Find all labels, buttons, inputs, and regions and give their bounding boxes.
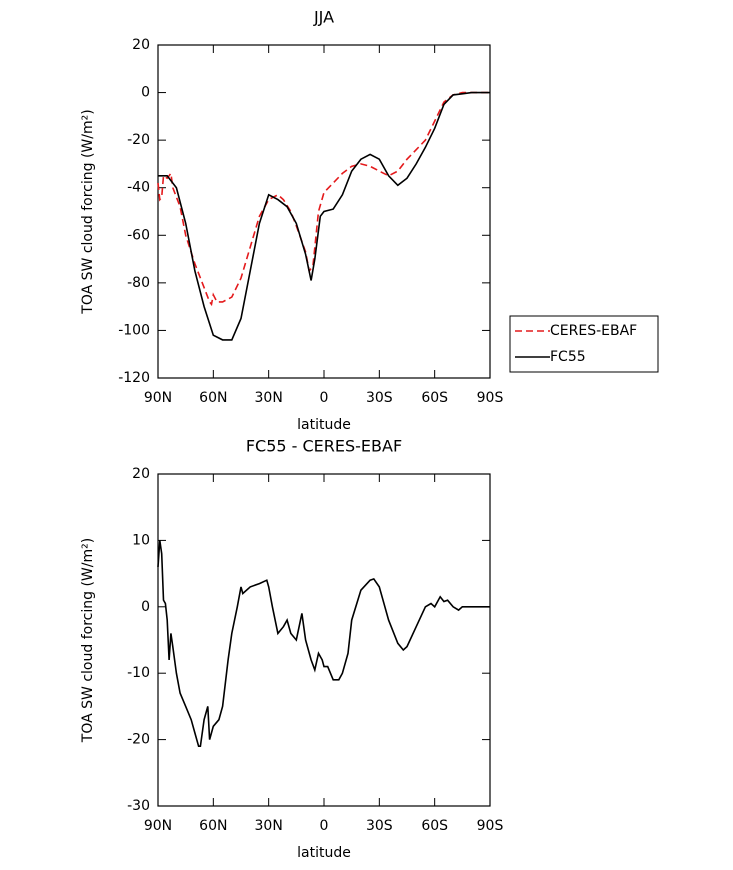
x-tick-label: 90S [477,390,504,406]
y-tick-label: -20 [127,132,150,148]
x-tick-label: 90N [144,818,172,834]
x-tick-label: 30S [366,390,393,406]
x-tick-label: 60S [421,390,448,406]
x-tick-label: 0 [320,818,329,834]
y-axis-label: TOA SW cloud forcing (W/m²) [80,538,96,743]
y-tick-label: 0 [141,599,150,615]
y-tick-label: -60 [127,227,150,243]
x-tick-label: 90S [477,818,504,834]
data-line [157,91,490,307]
y-tick-label: -20 [127,732,150,748]
x-axis-label: latitude [297,845,351,861]
x-tick-label: 60N [199,390,227,406]
y-tick-label: -30 [127,798,150,814]
x-tick-label: 30N [255,390,283,406]
x-axis-label: latitude [297,417,351,433]
y-tick-label: -40 [127,180,150,196]
y-tick-label: 20 [132,37,150,53]
chart-title: FC55 - CERES-EBAF [246,437,402,456]
chart-title: JJA [313,8,334,27]
y-tick-label: 10 [132,532,150,548]
x-tick-label: 90N [144,390,172,406]
y-tick-label: -80 [127,275,150,291]
y-tick-label: -10 [127,665,150,681]
y-axis-label: TOA SW cloud forcing (W/m²) [80,109,96,314]
x-tick-label: 60N [199,818,227,834]
data-line [158,91,490,341]
data-line [157,540,490,747]
legend-label: FC55 [550,349,586,365]
legend-box [509,315,659,373]
legend-label: CERES-EBAF [550,323,637,339]
y-tick-label: -120 [118,370,150,386]
x-tick-label: 0 [320,390,329,406]
x-tick-label: 60S [421,818,448,834]
x-tick-label: 30S [366,818,393,834]
y-tick-label: -100 [118,322,150,338]
y-tick-label: 0 [141,85,150,101]
y-tick-label: 20 [132,466,150,482]
x-tick-label: 30N [255,818,283,834]
plot-frame [157,473,491,807]
